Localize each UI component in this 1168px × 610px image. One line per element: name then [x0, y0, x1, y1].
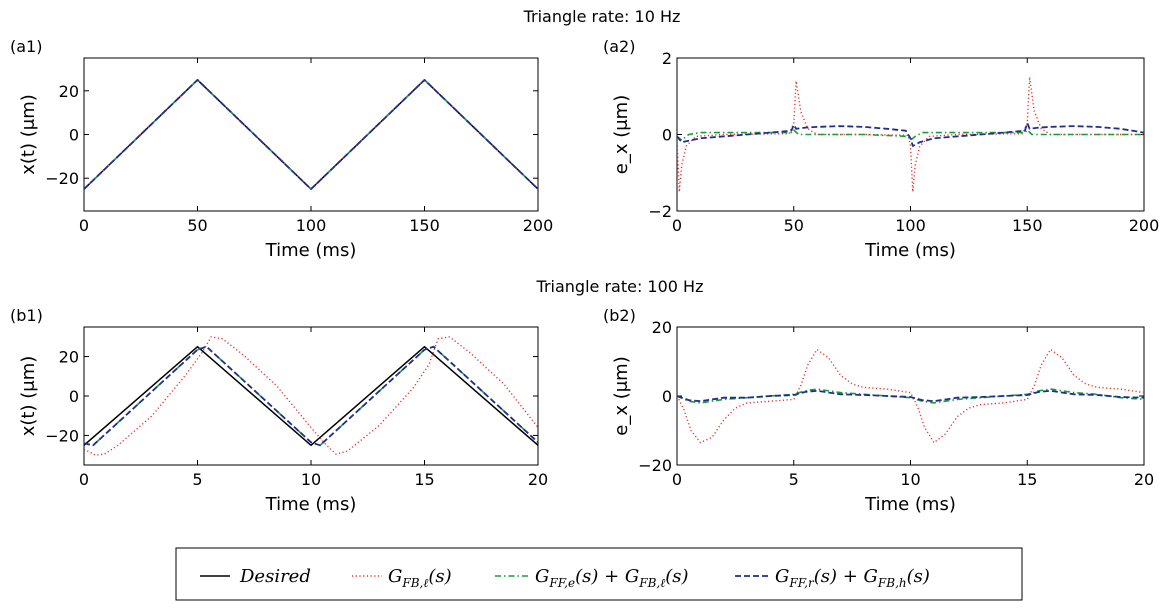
y-tick-label: 0	[69, 387, 79, 406]
x-axis-label: Time (ms)	[265, 494, 357, 515]
y-axis-label: e_x (μm)	[611, 356, 632, 435]
x-tick-label: 200	[523, 216, 554, 235]
x-tick-label: 5	[192, 470, 202, 489]
y-tick-label: −20	[45, 426, 79, 445]
x-tick-label: 100	[895, 216, 926, 235]
x-tick-label: 150	[409, 216, 440, 235]
plot-frame	[83, 326, 539, 466]
x-tick-label: 200	[1129, 216, 1160, 235]
plot-frame	[83, 57, 539, 212]
plot-frame	[676, 326, 1145, 466]
series-line-fb	[84, 336, 538, 456]
y-tick-label: 0	[662, 126, 672, 145]
x-axis-label: Time (ms)	[864, 494, 956, 515]
x-tick-label: 0	[672, 216, 682, 235]
x-tick-label: 15	[1017, 470, 1037, 489]
panel-b1: 0 5 10 15 20 −20 0 20 (b1) Time (ms) x(t) (μm)	[10, 306, 548, 515]
x-tick-label: 15	[414, 470, 434, 489]
y-tick-label: 20	[652, 318, 672, 337]
panel-a1: 0 50 100 150 200 −20 0 20 (a1) Time (ms) x(t) (μm)	[10, 37, 553, 261]
y-tick-label: 0	[69, 126, 79, 145]
y-tick-label: 2	[662, 49, 672, 68]
series-line-ff_r	[677, 122, 1144, 147]
panel-label: (a2)	[603, 37, 635, 56]
series-group	[84, 79, 538, 191]
x-tick-label: 100	[296, 216, 327, 235]
y-axis-label: e_x (μm)	[611, 95, 632, 174]
legend-desired-label: Desired	[239, 566, 311, 587]
y-tick-label: 0	[662, 387, 672, 406]
y-axis-label: x(t) (μm)	[18, 94, 39, 175]
panel-label: (b2)	[603, 306, 636, 325]
x-axis-label: Time (ms)	[265, 240, 357, 261]
x-tick-label: 0	[79, 216, 89, 235]
series-line-ff_e	[677, 388, 1144, 404]
x-axis-label: Time (ms)	[864, 240, 956, 261]
y-axis-label: x(t) (μm)	[18, 356, 39, 437]
legend-box	[175, 547, 1023, 601]
series-line-ff_e	[677, 129, 1144, 141]
series-line-ff_r	[677, 389, 1144, 403]
series-line-ff_r	[84, 345, 538, 447]
x-tick-label: 20	[1134, 470, 1154, 489]
x-tick-label: 10	[301, 470, 321, 489]
panel-label: (b1)	[10, 306, 43, 325]
legend-fb-label: GFB,ℓ(s)	[388, 566, 452, 590]
x-tick-label: 0	[79, 470, 89, 489]
series-group	[677, 348, 1144, 444]
series-group	[84, 336, 538, 456]
x-tick-label: 50	[187, 216, 207, 235]
series-line-desired	[84, 345, 538, 447]
panel-label: (a1)	[10, 37, 42, 56]
x-tick-label: 20	[528, 470, 548, 489]
y-tick-label: −20	[45, 169, 79, 188]
series-line-ff_r	[84, 79, 538, 191]
legend: Desired GFB,ℓ(s) GFF,e(s) + GFB,ℓ(s) GFF…	[175, 547, 1023, 601]
y-tick-label: 20	[59, 348, 79, 367]
x-tick-label: 150	[1012, 216, 1043, 235]
x-tick-label: 0	[672, 470, 682, 489]
y-tick-label: 20	[59, 82, 79, 101]
x-tick-label: 50	[784, 216, 804, 235]
y-tick-label: −2	[648, 202, 672, 221]
x-tick-label: 5	[789, 470, 799, 489]
header-middle: Triangle rate: 100 Hz	[536, 277, 704, 296]
x-tick-label: 10	[900, 470, 920, 489]
panel-a2: 0 50 100 150 200−202(a2)Time (ms)e_x (μm)	[603, 37, 1159, 261]
y-tick-label: −20	[638, 456, 672, 475]
header-top: Triangle rate: 10 Hz	[523, 7, 681, 26]
series-group	[677, 76, 1144, 193]
